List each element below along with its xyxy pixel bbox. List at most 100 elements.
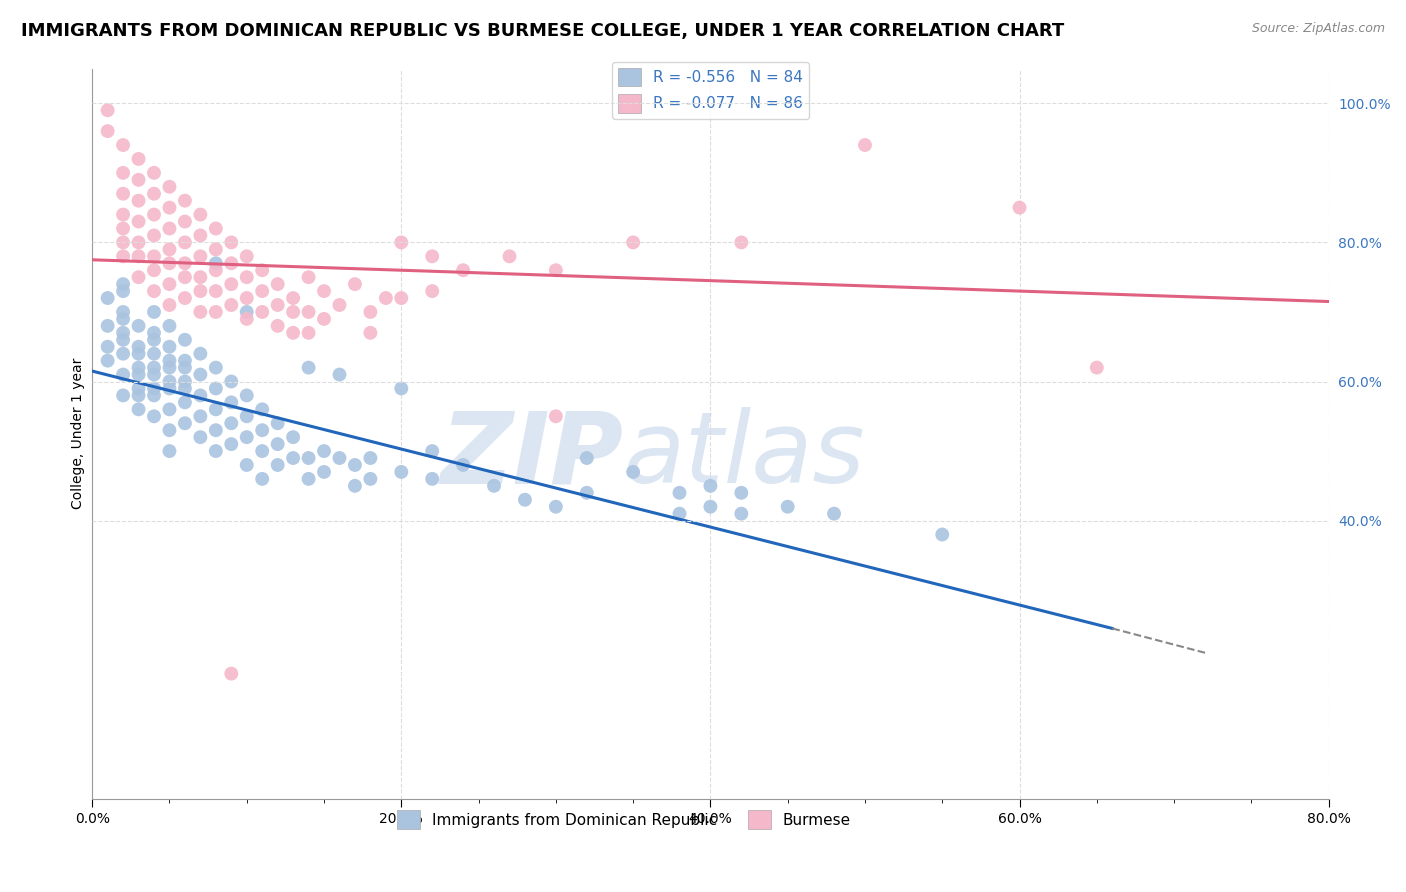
Point — [159, 221, 181, 235]
Point — [221, 666, 243, 681]
Text: Source: ZipAtlas.com: Source: ZipAtlas.com — [1251, 22, 1385, 36]
Point — [235, 270, 257, 285]
Point — [544, 500, 567, 514]
Point — [359, 305, 381, 319]
Point — [128, 173, 150, 187]
Point — [359, 326, 381, 340]
Point — [128, 368, 150, 382]
Point — [205, 360, 228, 375]
Point — [112, 347, 135, 361]
Point — [112, 249, 135, 263]
Text: ZIP: ZIP — [441, 407, 624, 504]
Point — [190, 409, 212, 424]
Point — [174, 360, 197, 375]
Point — [235, 291, 257, 305]
Point — [143, 228, 166, 243]
Point — [174, 353, 197, 368]
Point — [266, 318, 288, 333]
Point — [451, 263, 474, 277]
Point — [143, 388, 166, 402]
Point — [159, 444, 181, 458]
Point — [699, 479, 721, 493]
Point — [205, 263, 228, 277]
Point — [668, 485, 690, 500]
Point — [297, 360, 319, 375]
Point — [221, 298, 243, 312]
Point — [205, 243, 228, 257]
Point — [297, 450, 319, 465]
Point — [112, 326, 135, 340]
Point — [343, 458, 366, 472]
Point — [112, 284, 135, 298]
Point — [112, 166, 135, 180]
Point — [205, 284, 228, 298]
Point — [389, 381, 412, 395]
Point — [266, 458, 288, 472]
Point — [575, 450, 598, 465]
Point — [668, 507, 690, 521]
Point — [235, 312, 257, 326]
Point — [174, 194, 197, 208]
Point — [823, 507, 845, 521]
Point — [97, 353, 120, 368]
Point — [143, 208, 166, 222]
Point — [128, 249, 150, 263]
Point — [190, 228, 212, 243]
Point — [359, 450, 381, 465]
Point — [451, 458, 474, 472]
Point — [513, 492, 536, 507]
Y-axis label: College, Under 1 year: College, Under 1 year — [72, 358, 86, 509]
Point — [159, 402, 181, 417]
Point — [328, 450, 350, 465]
Point — [143, 360, 166, 375]
Point — [143, 368, 166, 382]
Point — [128, 360, 150, 375]
Point — [205, 256, 228, 270]
Point — [97, 318, 120, 333]
Point — [420, 444, 443, 458]
Point — [312, 284, 335, 298]
Point — [730, 485, 752, 500]
Legend: Immigrants from Dominican Republic, Burmese: Immigrants from Dominican Republic, Burm… — [391, 805, 858, 835]
Point — [482, 479, 505, 493]
Point — [128, 152, 150, 166]
Point — [730, 235, 752, 250]
Point — [159, 423, 181, 437]
Point — [174, 375, 197, 389]
Point — [128, 270, 150, 285]
Point — [174, 333, 197, 347]
Point — [312, 312, 335, 326]
Point — [297, 472, 319, 486]
Point — [97, 103, 120, 118]
Point — [312, 444, 335, 458]
Point — [159, 201, 181, 215]
Point — [250, 263, 273, 277]
Point — [776, 500, 799, 514]
Point — [143, 186, 166, 201]
Point — [297, 326, 319, 340]
Point — [128, 388, 150, 402]
Point — [159, 381, 181, 395]
Point — [159, 340, 181, 354]
Point — [420, 249, 443, 263]
Point — [359, 472, 381, 486]
Point — [128, 347, 150, 361]
Point — [128, 381, 150, 395]
Point — [159, 375, 181, 389]
Point — [128, 235, 150, 250]
Point — [1085, 360, 1108, 375]
Point — [575, 485, 598, 500]
Point — [281, 430, 304, 444]
Point — [159, 277, 181, 292]
Point — [266, 416, 288, 430]
Point — [420, 284, 443, 298]
Point — [174, 214, 197, 228]
Point — [297, 270, 319, 285]
Point — [143, 326, 166, 340]
Point — [221, 416, 243, 430]
Point — [281, 305, 304, 319]
Point — [221, 277, 243, 292]
Point — [420, 472, 443, 486]
Point — [190, 388, 212, 402]
Point — [328, 298, 350, 312]
